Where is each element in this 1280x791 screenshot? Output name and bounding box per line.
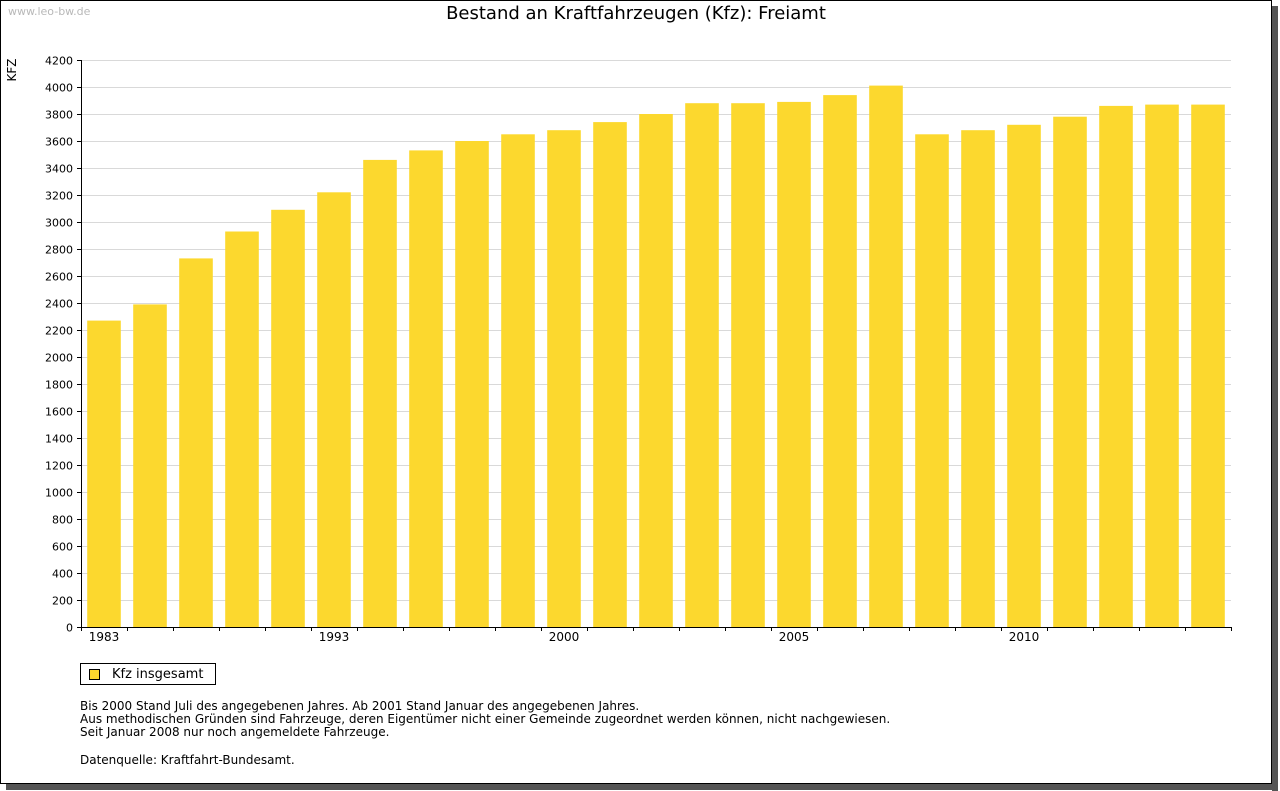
y-tick-label: 2200 bbox=[45, 325, 73, 338]
bar bbox=[1099, 105, 1133, 627]
bar bbox=[823, 95, 857, 628]
x-tick-label: 2010 bbox=[1009, 630, 1040, 644]
bar bbox=[1145, 104, 1179, 628]
legend-label: Kfz insgesamt bbox=[112, 666, 204, 682]
bar-chart: 0 200 400 600 800 1000 1200 1400 1600 1800 2000 220… bbox=[5, 55, 1232, 644]
y-tick-label: 1800 bbox=[45, 379, 73, 392]
bar bbox=[639, 114, 673, 627]
bar bbox=[1007, 124, 1041, 628]
x-tick-label: 2000 bbox=[549, 630, 580, 644]
frame-shadow-bottom bbox=[6, 784, 1278, 790]
bar bbox=[501, 134, 535, 628]
y-tick-label: 1400 bbox=[45, 433, 73, 446]
y-tick-label: 3800 bbox=[45, 109, 73, 122]
y-tick-label: 1200 bbox=[45, 460, 73, 473]
x-tick-label: 2005 bbox=[779, 630, 810, 644]
y-tick-label: 600 bbox=[52, 541, 73, 554]
watermark: www.leo-bw.de bbox=[8, 5, 91, 18]
y-tick-label: 0 bbox=[66, 622, 73, 635]
bar bbox=[685, 103, 719, 627]
bar bbox=[547, 130, 581, 627]
y-tick-label: 3000 bbox=[45, 217, 73, 230]
bar bbox=[409, 150, 443, 627]
bar bbox=[133, 304, 167, 627]
bar bbox=[271, 209, 305, 628]
bar bbox=[1053, 116, 1087, 627]
data-source: Datenquelle: Kraftfahrt-Bundesamt. bbox=[80, 753, 295, 767]
y-tick-label: 800 bbox=[52, 514, 73, 527]
chart-title: Bestand an Kraftfahrzeugen (Kfz): Freiam… bbox=[446, 3, 826, 24]
footnotes: Bis 2000 Stand Juli des angegebenen Jahr… bbox=[80, 700, 890, 739]
frame-shadow-right bbox=[1272, 6, 1278, 791]
bar bbox=[915, 134, 949, 628]
bar bbox=[225, 231, 259, 627]
x-tick-label: 1993 bbox=[319, 630, 350, 644]
footnote-line: Bis 2000 Stand Juli des angegebenen Jahr… bbox=[80, 699, 640, 713]
y-tick-label: 200 bbox=[52, 595, 73, 608]
bar bbox=[363, 159, 397, 627]
bar bbox=[777, 101, 811, 627]
y-axis-label: KFZ bbox=[5, 59, 19, 82]
y-tick-label: 2800 bbox=[45, 244, 73, 257]
bar bbox=[869, 85, 903, 628]
y-tick-label: 3600 bbox=[45, 136, 73, 149]
bar bbox=[593, 122, 627, 627]
bar bbox=[1191, 104, 1225, 628]
y-tick-label: 1600 bbox=[45, 406, 73, 419]
bar bbox=[961, 130, 995, 627]
footnote-line: Seit Januar 2008 nur noch angemeldete Fa… bbox=[80, 725, 390, 739]
bar bbox=[317, 192, 351, 628]
legend-swatch bbox=[89, 668, 100, 680]
y-tick-label: 4200 bbox=[45, 55, 73, 68]
y-tick-label: 3400 bbox=[45, 163, 73, 176]
x-tick-label: 1983 bbox=[89, 630, 120, 644]
legend: Kfz insgesamt bbox=[80, 663, 216, 685]
y-tick-label: 4000 bbox=[45, 82, 73, 95]
y-tick-label: 3200 bbox=[45, 190, 73, 203]
footnote-line: Aus methodischen Gründen sind Fahrzeuge,… bbox=[80, 712, 891, 726]
y-tick-label: 2600 bbox=[45, 271, 73, 284]
y-tick-label: 1000 bbox=[45, 487, 73, 500]
y-tick-label: 400 bbox=[52, 568, 73, 581]
bar bbox=[731, 103, 765, 627]
bar bbox=[179, 258, 213, 627]
y-tick-label: 2000 bbox=[45, 352, 73, 365]
y-tick-label: 2400 bbox=[45, 298, 73, 311]
bar bbox=[455, 141, 489, 627]
bar bbox=[87, 320, 121, 627]
